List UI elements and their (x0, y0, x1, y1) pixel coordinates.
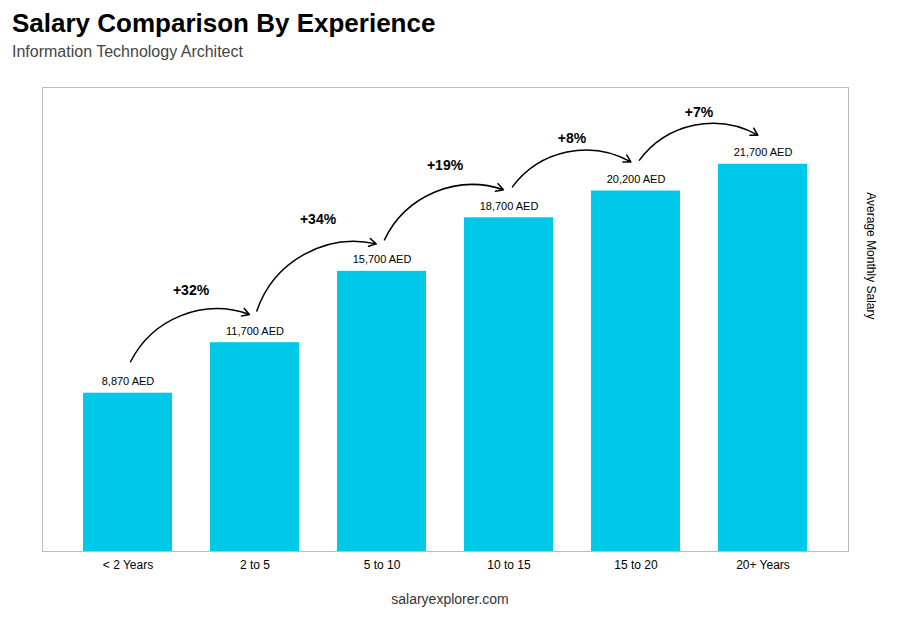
svg-text:11,700 AED: 11,700 AED (226, 325, 284, 337)
svg-text:+34%: +34% (300, 211, 337, 227)
svg-text:15 to 20: 15 to 20 (614, 558, 658, 572)
html-text:salaryexplorer.com: salaryexplorer.com (391, 591, 509, 607)
svg-text:15,700 AED: 15,700 AED (353, 253, 412, 265)
svg-text:+7%: +7% (685, 104, 714, 120)
svg-text:10 to 15: 10 to 15 (487, 558, 531, 572)
svg-text:21,700 AED: 21,700 AED (734, 146, 793, 158)
html-text:Salary Comparison By Experienc: Salary Comparison By Experience (12, 8, 436, 38)
svg-text:20,200 AED: 20,200 AED (607, 173, 666, 185)
svg-text:2 to 5: 2 to 5 (240, 558, 270, 572)
svg-text:20+ Years: 20+ Years (736, 558, 790, 572)
html-text:Information Technology Archite: Information Technology Architect (12, 43, 243, 60)
svg-text:Average Monthly Salary: Average Monthly Salary (864, 192, 878, 319)
svg-text:8,870 AED: 8,870 AED (102, 375, 155, 387)
svg-text:+19%: +19% (427, 157, 464, 173)
svg-text:5 to 10: 5 to 10 (364, 558, 401, 572)
svg-text:+32%: +32% (173, 282, 210, 298)
svg-text:< 2 Years: < 2 Years (103, 558, 153, 572)
svg-text:+8%: +8% (558, 130, 587, 146)
svg-text:18,700 AED: 18,700 AED (480, 200, 539, 212)
